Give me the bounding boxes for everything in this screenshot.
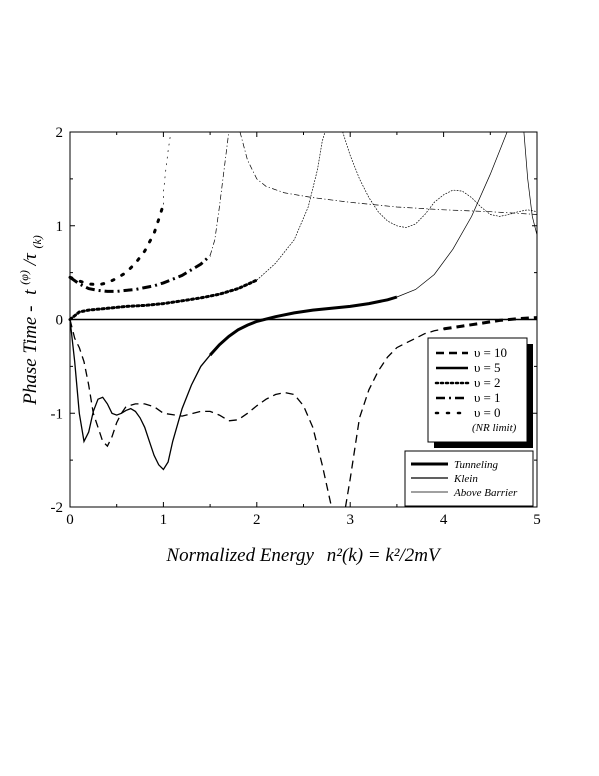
series-line-2-above-1: [256, 131, 326, 281]
y-tick-label: 2: [56, 125, 64, 141]
series-line-4-klein-0: [69, 319, 333, 508]
legend-regime-label: Klein: [453, 473, 478, 485]
svg-text:Phase Time - t (φ: Phase Time - t (φ) /τ (k): [12, 235, 44, 406]
legend-v-label: υ = 5: [474, 360, 501, 375]
legend-v-note: (NR limit): [472, 422, 517, 434]
legend-regime-label: Tunneling: [454, 459, 499, 471]
series-line-3-klein-0: [69, 319, 211, 471]
y-tick-label: 0: [56, 313, 64, 329]
series-line-3-above-2: [396, 131, 508, 298]
series-line-1-tunneling-0: [69, 254, 212, 293]
legend-v-label: υ = 10: [474, 345, 507, 360]
legend-regime-label: Above Barrier: [453, 487, 518, 499]
x-tick-label: 4: [440, 512, 448, 528]
legend-v-label: υ = 2: [474, 375, 501, 390]
legend-v-label: υ = 0: [474, 405, 501, 420]
y-tick-label: -1: [51, 406, 64, 422]
series-line-4-tunneling-2: [443, 316, 538, 331]
x-tick-label: 0: [66, 512, 74, 528]
series-line-1-above-1: [209, 131, 230, 256]
legend-v-label: υ = 1: [474, 390, 501, 405]
x-tick-label: 2: [253, 512, 261, 528]
y-axis-title: Phase Time - t (φ) /τ (k): [12, 235, 44, 406]
x-axis-title: Normalized Energy n²(k) = k²/2mV: [165, 545, 442, 566]
legend-regime-items: Tunneling Klein Above Barrier: [411, 459, 518, 499]
series-line-2-above-2: [342, 131, 538, 228]
x-tick-label: 3: [346, 512, 354, 528]
series-line-4-klein-1: [344, 328, 444, 508]
series-line-0-tunneling-0: [68, 202, 165, 287]
y-tick-label: -2: [51, 500, 64, 516]
legend-v-items: υ = 10υ = 5υ = 2υ = 1υ = 0: [434, 345, 507, 420]
series-line-3-above-3: [523, 131, 538, 236]
legend-v: υ = 10υ = 5υ = 2υ = 1υ = 0 (NR limit): [427, 337, 533, 448]
legend-regime: Tunneling Klein Above Barrier: [404, 450, 534, 507]
series-line-3-tunneling-1: [208, 295, 398, 357]
legend-v-box: [427, 337, 528, 443]
axis-ticks: 0 1 2 3 4 5 -2 -1 0 1 2: [51, 125, 541, 528]
series-line-1-above-2: [239, 131, 538, 215]
y-tick-label: 1: [56, 219, 64, 235]
legend-regime-box: [404, 450, 534, 507]
x-tick-label: 1: [160, 512, 168, 528]
x-tick-label: 5: [533, 512, 541, 528]
series-line-2-tunneling-0: [68, 278, 259, 321]
series-line-0-above-1: [163, 131, 172, 205]
